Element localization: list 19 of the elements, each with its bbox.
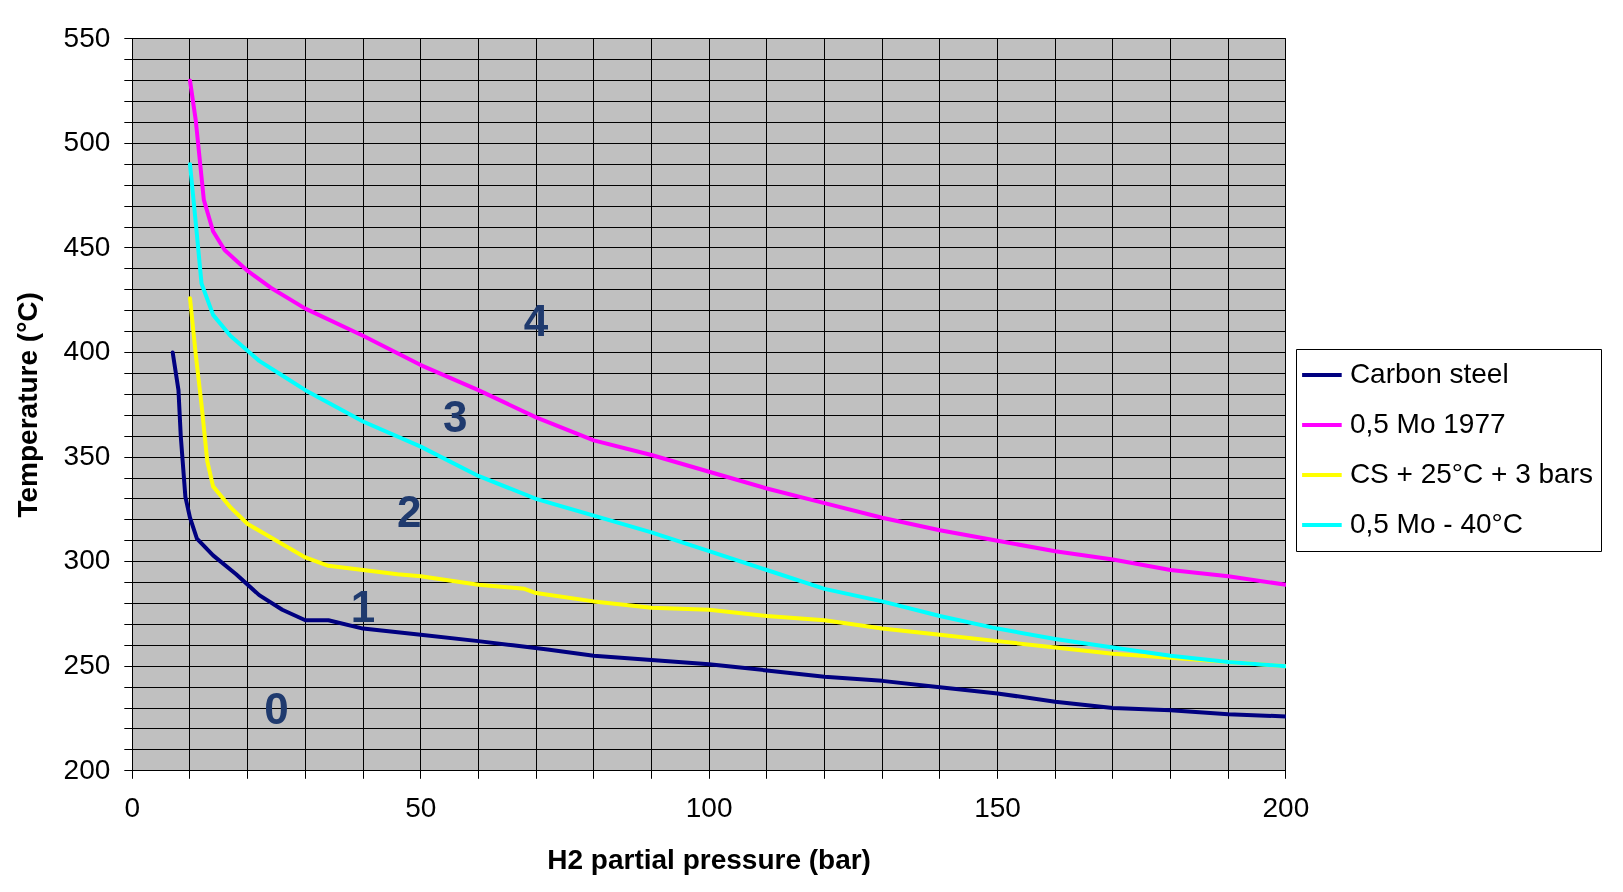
- legend-label: CS + 25°C + 3 bars: [1349, 457, 1594, 489]
- y-tick-label: 400: [63, 335, 111, 367]
- x-tick-label: 150: [974, 792, 1021, 824]
- y-tick-label: 550: [63, 21, 111, 53]
- legend-label: Carbon steel: [1349, 357, 1509, 389]
- y-tick-label: 450: [63, 230, 111, 262]
- x-tick-label: 50: [405, 792, 437, 824]
- y-tick-label: 350: [63, 439, 111, 471]
- x-tick-label: 100: [685, 792, 733, 824]
- legend-label: 0,5 Mo - 40°C: [1349, 507, 1523, 539]
- legend-label: 0,5 Mo 1977: [1349, 407, 1506, 439]
- y-tick-label: 200: [63, 753, 111, 785]
- y-axis-title: Temperature (°C): [11, 292, 43, 518]
- y-tick-label: 250: [63, 648, 111, 680]
- x-tick-label: 0: [124, 792, 141, 824]
- y-tick-label: 300: [63, 544, 111, 576]
- y-tick-label: 500: [63, 126, 111, 158]
- x-axis-title: H2 partial pressure (bar): [547, 843, 871, 875]
- x-tick-label: 200: [1262, 792, 1310, 824]
